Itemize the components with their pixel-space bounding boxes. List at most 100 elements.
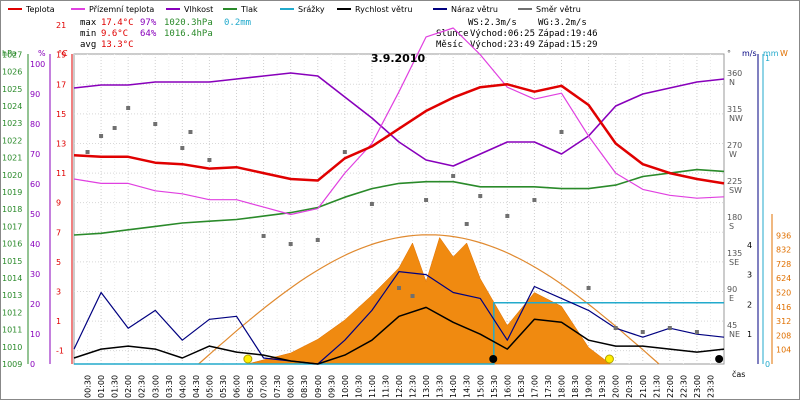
plot-area (73, 27, 725, 365)
temperature-tick-label: 11 (56, 169, 66, 178)
stat-label: avg (80, 40, 96, 50)
x-tick-label: 02:00 (124, 375, 133, 398)
legend-label: Vlhkost (184, 5, 213, 14)
pressure-tick-label: 1017 (2, 222, 22, 231)
stat-value: 17.4°C (101, 18, 134, 28)
direction-tick-label: 180 (727, 213, 742, 222)
x-tick-label: 05:00 (205, 375, 214, 398)
rain-tick-label: 1 (765, 54, 770, 63)
x-tick-label: 14:30 (463, 375, 472, 398)
x-tick-label: 17:30 (544, 375, 553, 398)
pressure-tick-label: 1010 (2, 343, 22, 352)
direction-compass-label: NE (729, 330, 740, 339)
x-tick-label: 18:30 (571, 375, 580, 398)
pressure-tick-label: 1019 (2, 188, 22, 197)
humidity-tick-label: 60 (30, 180, 40, 189)
series-wind (73, 306, 725, 365)
radiation-tick-label: 624 (776, 274, 791, 283)
x-tick-label: 16:30 (517, 375, 526, 398)
direction-compass-label: E (729, 294, 734, 303)
x-tick-label: 05:30 (219, 375, 228, 398)
x-tick-label: 04:00 (178, 375, 187, 398)
radiation-tick-label: 104 (776, 346, 791, 355)
x-tick-label: 15:30 (490, 375, 499, 398)
pressure-tick-label: 1026 (2, 68, 22, 77)
direction-compass-label: W (729, 150, 737, 159)
humidity-tick-label: 20 (30, 300, 40, 309)
x-tick-label: 06:30 (246, 375, 255, 398)
direction-tick-label: 360 (727, 69, 742, 78)
axes: 00:30 01:00 01:30 02:00 02:30 03:00 03:30 04:00… (2, 21, 791, 398)
sunrise-marker (243, 354, 253, 364)
pressure-tick-label: 1020 (2, 171, 22, 180)
wind-direction-point (342, 150, 347, 154)
wind-direction-point (369, 202, 374, 206)
direction-tick-label: 45 (727, 321, 737, 330)
pressure-tick-label: 1027 (2, 50, 22, 59)
pressure-tick-label: 1016 (2, 240, 22, 249)
direction-compass-label: SE (729, 258, 739, 267)
radiation-tick-label: 832 (776, 246, 791, 255)
x-tick-label: 21:30 (652, 375, 661, 398)
radiation-tick-label: 520 (776, 289, 791, 298)
moonrise-marker (715, 355, 724, 363)
temperature-tick-label: 1 (56, 317, 61, 326)
humidity-tick-label: 50 (30, 210, 40, 219)
moon-set: Západ:15:29 (538, 40, 598, 50)
wind-info: WG:3.2m/s (538, 18, 587, 28)
wind-tick-label: 1 (747, 330, 752, 339)
stat-value: 9.6°C (101, 29, 128, 39)
direction-compass-label: NW (729, 114, 743, 123)
x-tick-label: 22:00 (666, 375, 675, 398)
stat-label: min (80, 29, 96, 39)
humidity-tick-label: 80 (30, 120, 40, 129)
stat-value: 0.2mm (224, 18, 251, 28)
sun-label: Slunce (436, 29, 469, 39)
legend-label: Tlak (240, 5, 258, 14)
x-tick-label: 04:30 (192, 375, 201, 398)
humidity-tick-label: 0 (30, 360, 35, 369)
legend-label: Srážky (298, 5, 325, 14)
wind-direction-point (126, 106, 131, 110)
direction-tick-label: 315 (727, 105, 742, 114)
temperature-tick-label: 9 (56, 199, 61, 208)
stats-block: max 17.4°C 97% 1020.3hPa 0.2mm min 9.6°C 64% 101… (80, 18, 598, 50)
x-tick-label: 12:00 (395, 375, 404, 398)
sun-set: Západ:19:46 (538, 29, 598, 39)
wind-direction-point (532, 198, 537, 202)
x-tick-label: 20:30 (625, 375, 634, 398)
x-tick-label: 19:30 (598, 375, 607, 398)
series-pressure (73, 168, 725, 236)
pressure-tick-label: 1022 (2, 136, 22, 145)
pressure-tick-label: 1012 (2, 308, 22, 317)
humidity-tick-label: 100 (30, 60, 45, 69)
stat-value: 13.3°C (101, 40, 134, 50)
pressure-tick-label: 1018 (2, 205, 22, 214)
rain-tick-label: 0 (765, 360, 770, 369)
x-axis-unit: čas (732, 369, 745, 379)
x-tick-label: 09:30 (327, 375, 336, 398)
x-tick-label: 13:00 (422, 375, 431, 398)
pressure-tick-label: 1015 (2, 257, 22, 266)
wind-tick-label: 2 (747, 300, 752, 309)
humidity-tick-label: 70 (30, 150, 40, 159)
series-humidity (73, 72, 725, 167)
wind-direction-point (410, 294, 415, 298)
x-tick-label: 09:00 (314, 375, 323, 398)
radiation-tick-label: 208 (776, 331, 791, 340)
sun-arc (198, 234, 660, 365)
x-tick-label: 10:00 (341, 375, 350, 398)
pressure-tick-label: 1024 (2, 102, 22, 111)
wind-direction-point (586, 286, 591, 290)
x-tick-label: 01:30 (111, 375, 120, 398)
wind-direction-point (99, 134, 104, 138)
x-tick-label: 15:00 (476, 375, 485, 398)
wind-tick-label: 3 (747, 271, 752, 280)
temperature-tick-label: 5 (56, 258, 61, 267)
wind-direction-point (180, 146, 185, 150)
x-tick-label: 08:30 (300, 375, 309, 398)
sun-rise: Východ:06:25 (470, 29, 535, 39)
series-ground-temp (73, 27, 725, 216)
